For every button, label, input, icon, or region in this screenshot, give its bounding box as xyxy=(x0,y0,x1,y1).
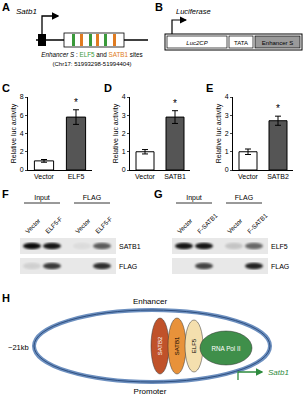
svg-text:SATB2: SATB2 xyxy=(157,336,163,355)
svg-text:0: 0 xyxy=(122,166,126,173)
svg-text:8: 8 xyxy=(20,93,24,100)
svg-text:SATB1: SATB1 xyxy=(164,173,186,180)
svg-text:F-SATB1: F-SATB1 xyxy=(196,211,219,234)
svg-text:TATA: TATA xyxy=(234,40,248,46)
svg-text:0: 0 xyxy=(225,166,229,173)
svg-text:Input: Input xyxy=(34,194,50,202)
svg-text:4: 4 xyxy=(20,130,24,137)
svg-text:G: G xyxy=(154,188,163,200)
svg-text:Relative luc activity: Relative luc activity xyxy=(112,103,120,163)
svg-text:0: 0 xyxy=(20,166,24,173)
svg-text:A: A xyxy=(2,1,10,13)
svg-text:Luc2CP: Luc2CP xyxy=(186,40,207,46)
svg-text:ELF5: ELF5 xyxy=(68,173,85,180)
svg-text:FLAG: FLAG xyxy=(271,263,289,270)
svg-text:H: H xyxy=(2,292,10,304)
svg-text:F: F xyxy=(2,188,9,200)
svg-text:ELF5-F: ELF5-F xyxy=(44,215,64,235)
svg-text:C: C xyxy=(2,82,10,94)
svg-text:Satb1: Satb1 xyxy=(16,7,37,16)
svg-text:Vector: Vector xyxy=(74,217,92,235)
svg-text:3: 3 xyxy=(122,112,126,119)
svg-text:2: 2 xyxy=(20,148,24,155)
svg-text:SATB1: SATB1 xyxy=(119,243,141,250)
svg-text:Enhancer: Enhancer xyxy=(133,297,168,306)
svg-text:B: B xyxy=(155,1,163,13)
svg-text:Luciferase: Luciferase xyxy=(176,7,211,16)
svg-text:Promoter: Promoter xyxy=(134,387,167,396)
svg-text:Enhancer S : ELF5 and SATB1 si: Enhancer S : ELF5 and SATB1 sites xyxy=(41,51,142,58)
svg-text:FLAG: FLAG xyxy=(235,194,253,201)
svg-text:RNA Pol II: RNA Pol II xyxy=(211,345,240,352)
svg-text:Relative luc activity: Relative luc activity xyxy=(215,103,223,163)
svg-text:Vector: Vector xyxy=(135,173,156,180)
svg-text:F-SATB1: F-SATB1 xyxy=(246,211,269,234)
svg-text:*: * xyxy=(74,97,78,108)
svg-text:FLAG: FLAG xyxy=(83,194,101,201)
svg-text:2: 2 xyxy=(122,130,126,137)
svg-text:1: 1 xyxy=(122,148,126,155)
svg-text:4: 4 xyxy=(225,93,229,100)
svg-text:2: 2 xyxy=(225,130,229,137)
svg-text:3: 3 xyxy=(225,112,229,119)
svg-text:6: 6 xyxy=(20,112,24,119)
svg-text:*: * xyxy=(173,98,177,109)
svg-text:D: D xyxy=(104,82,112,94)
svg-text:Vector: Vector xyxy=(34,173,55,180)
svg-text:(Chr17: 51993298-51994404): (Chr17: 51993298-51994404) xyxy=(52,61,131,67)
svg-text:Satb1: Satb1 xyxy=(268,368,289,377)
svg-text:Vector: Vector xyxy=(238,173,259,180)
svg-text:ELF5-F: ELF5-F xyxy=(94,215,114,235)
svg-text:1: 1 xyxy=(225,148,229,155)
svg-text:Vector: Vector xyxy=(24,217,42,235)
svg-text:Relative luc activity: Relative luc activity xyxy=(10,103,18,163)
svg-text:Vector: Vector xyxy=(226,217,244,235)
svg-text:4: 4 xyxy=(122,93,126,100)
svg-text:ELF5: ELF5 xyxy=(191,338,197,353)
svg-text:Enhancer S: Enhancer S xyxy=(262,40,293,46)
svg-text:FLAG: FLAG xyxy=(119,263,137,270)
svg-text:ELF5: ELF5 xyxy=(271,243,288,250)
svg-text:*: * xyxy=(276,103,280,114)
svg-text:Vector: Vector xyxy=(176,217,194,235)
svg-text:~21kb: ~21kb xyxy=(8,343,29,352)
svg-text:SATB1: SATB1 xyxy=(174,336,180,355)
svg-text:E: E xyxy=(206,82,213,94)
svg-text:SATB2: SATB2 xyxy=(267,173,289,180)
svg-text:Input: Input xyxy=(186,194,202,202)
